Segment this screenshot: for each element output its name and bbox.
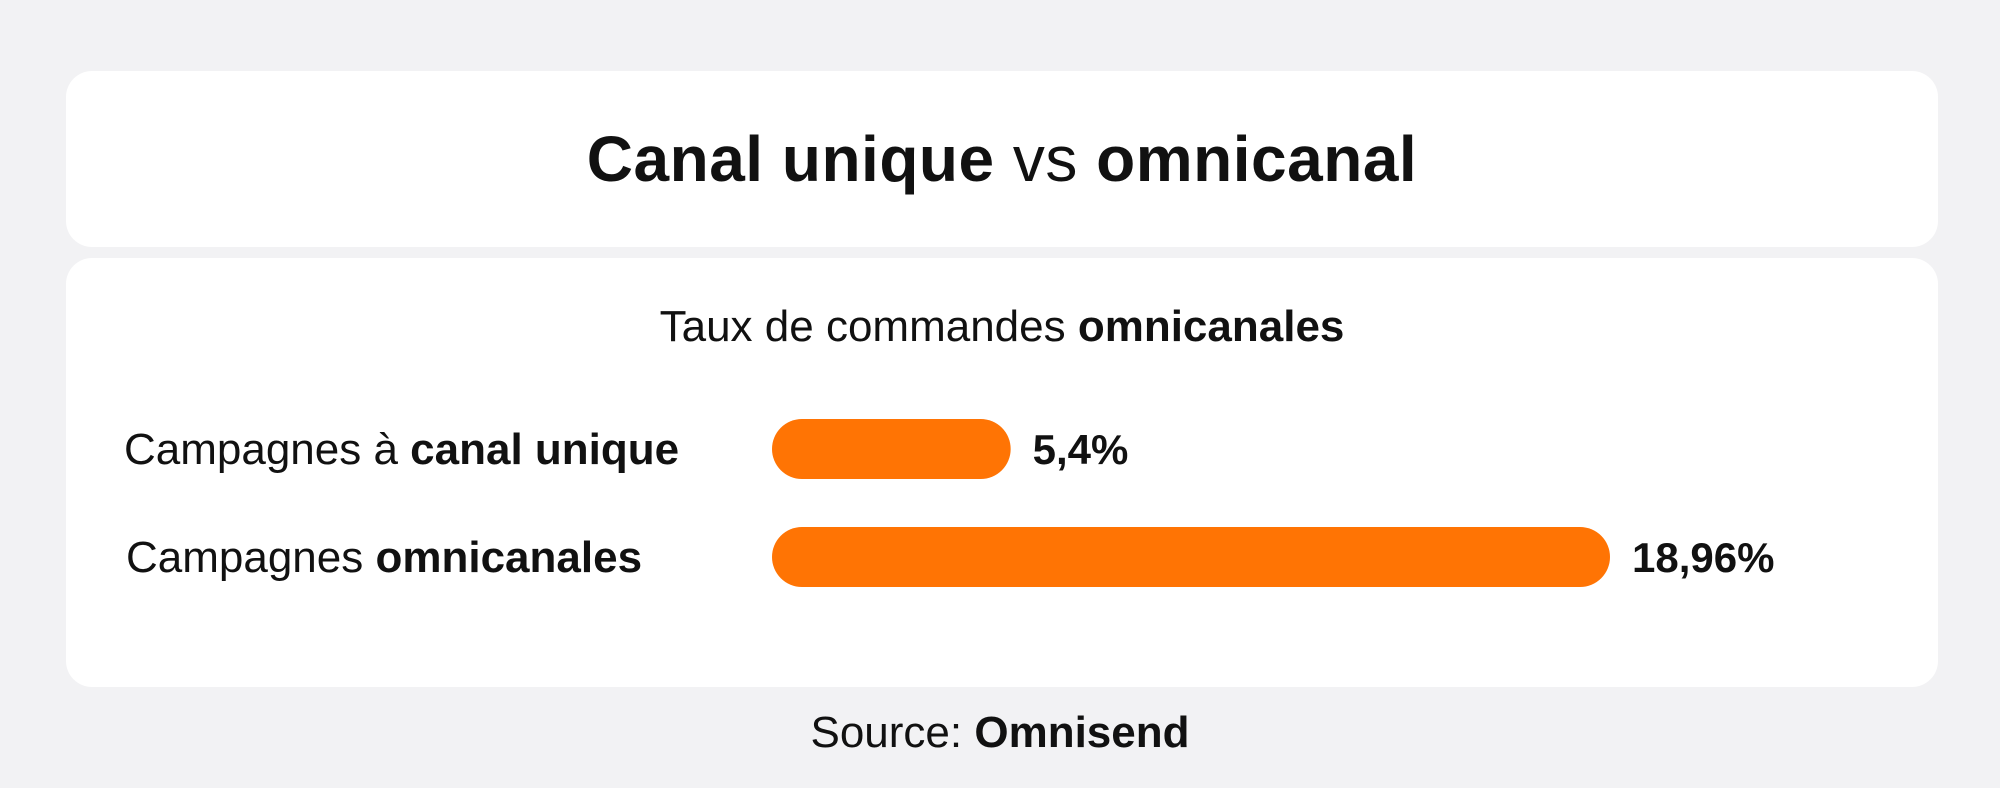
- bar-1: [772, 419, 1011, 479]
- source-label: Source:: [810, 708, 975, 757]
- category-label-bold: canal unique: [410, 425, 679, 474]
- chart-title-bold: omnicanales: [1077, 302, 1345, 351]
- category-label-2: Campagnes omnicanales: [126, 533, 642, 582]
- title-part-2: vs: [994, 123, 1097, 195]
- value-label-2: 18,96%: [1632, 534, 1774, 581]
- value-label-1: 5,4%: [1033, 426, 1129, 473]
- title-part-1: Canal unique: [586, 123, 995, 195]
- chart-title-regular: Taux de commandes: [659, 302, 1078, 351]
- source-name: Omnisend: [974, 708, 1190, 757]
- bar-chart: Campagnes à canal unique 5,4% Campagnes om…: [124, 419, 1774, 587]
- chart-title: Taux de commandes omnicanales: [66, 302, 1938, 352]
- page-title: Canal unique vs omnicanal: [587, 122, 1417, 196]
- category-label-regular: Campagnes à: [124, 425, 410, 474]
- bar-2: [772, 527, 1610, 587]
- title-part-3: omnicanal: [1096, 123, 1418, 195]
- category-label-bold: omnicanales: [375, 533, 642, 582]
- category-label-1: Campagnes à canal unique: [124, 425, 679, 474]
- category-label-regular: Campagnes: [126, 533, 375, 582]
- title-card: Canal unique vs omnicanal: [66, 71, 1938, 247]
- source-note: Source: Omnisend: [0, 708, 2000, 758]
- chart-card: Taux de commandes omnicanales Campagnes …: [66, 258, 1938, 687]
